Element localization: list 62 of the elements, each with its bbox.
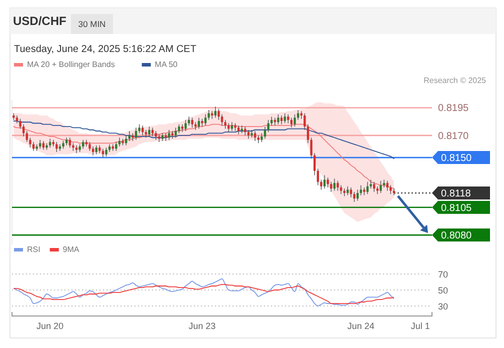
candlestick	[386, 180, 388, 192]
candlestick	[284, 112, 286, 124]
legend-label: MA 20 + Bollinger Bands	[27, 60, 115, 69]
x-tick-label: Jun 23	[188, 321, 216, 331]
y-tick-label: 30	[438, 302, 448, 312]
candlestick	[22, 124, 25, 137]
y-tick-label: 70	[438, 270, 448, 280]
candlestick	[124, 135, 128, 146]
candlestick	[294, 114, 296, 127]
candlestick	[264, 126, 266, 140]
ref-line-label: 0.8170	[438, 130, 470, 142]
candlestick	[184, 120, 187, 132]
candlestick	[376, 186, 379, 194]
legend-label: RSI	[27, 245, 40, 254]
candlestick	[353, 192, 356, 202]
ref-line-label: 0.8105	[441, 202, 472, 214]
legend-label: 9MA	[62, 245, 80, 254]
candlestick	[191, 117, 194, 128]
candlestick	[26, 130, 28, 142]
candlestick	[366, 182, 369, 194]
chart-subtitle: 30 MIN	[78, 19, 106, 29]
candlestick	[142, 125, 144, 136]
candlestick	[333, 178, 336, 192]
ref-line-label: 0.8118	[441, 188, 472, 200]
text: Tuesday, June 24, 2025 5:16:22 AM CET	[14, 44, 196, 55]
candlestick	[373, 182, 376, 192]
candlestick	[380, 180, 382, 194]
x-tick-label: Jun 20	[36, 321, 64, 331]
candlestick	[316, 168, 320, 186]
candlestick	[323, 174, 326, 189]
candlestick	[29, 137, 32, 148]
legend-label: MA 50	[154, 60, 178, 69]
ref-line-label: 0.8150	[441, 153, 472, 164]
candlestick	[134, 127, 138, 140]
candlestick	[220, 114, 224, 126]
x-tick-label: Jun 24	[347, 321, 374, 331]
candlestick	[68, 137, 71, 148]
candlestick	[360, 184, 362, 196]
ref-line-label: 0.8195	[438, 103, 470, 114]
candlestick	[277, 114, 280, 125]
candlestick	[336, 180, 339, 192]
x-tick-label: Jul 1	[410, 321, 430, 331]
y-tick-label: 50	[438, 286, 448, 296]
text: Research © 2025	[424, 76, 487, 85]
candlestick	[174, 127, 177, 138]
candlestick	[204, 114, 207, 126]
candlestick	[254, 130, 256, 142]
candlestick	[148, 126, 150, 137]
candlestick	[350, 187, 352, 198]
candlestick	[144, 130, 148, 138]
candlestick	[290, 117, 293, 128]
candlestick	[330, 182, 332, 192]
line-series	[13, 284, 394, 304]
line-series	[13, 278, 394, 306]
candlestick	[356, 189, 359, 202]
candlestick	[214, 106, 216, 118]
candlestick	[75, 145, 78, 154]
ref-line-label: 0.8080	[441, 230, 472, 242]
candlestick	[326, 177, 329, 188]
candlestick	[198, 117, 200, 130]
chart-title: USD/CHF	[13, 14, 66, 28]
candlestick	[168, 130, 170, 140]
